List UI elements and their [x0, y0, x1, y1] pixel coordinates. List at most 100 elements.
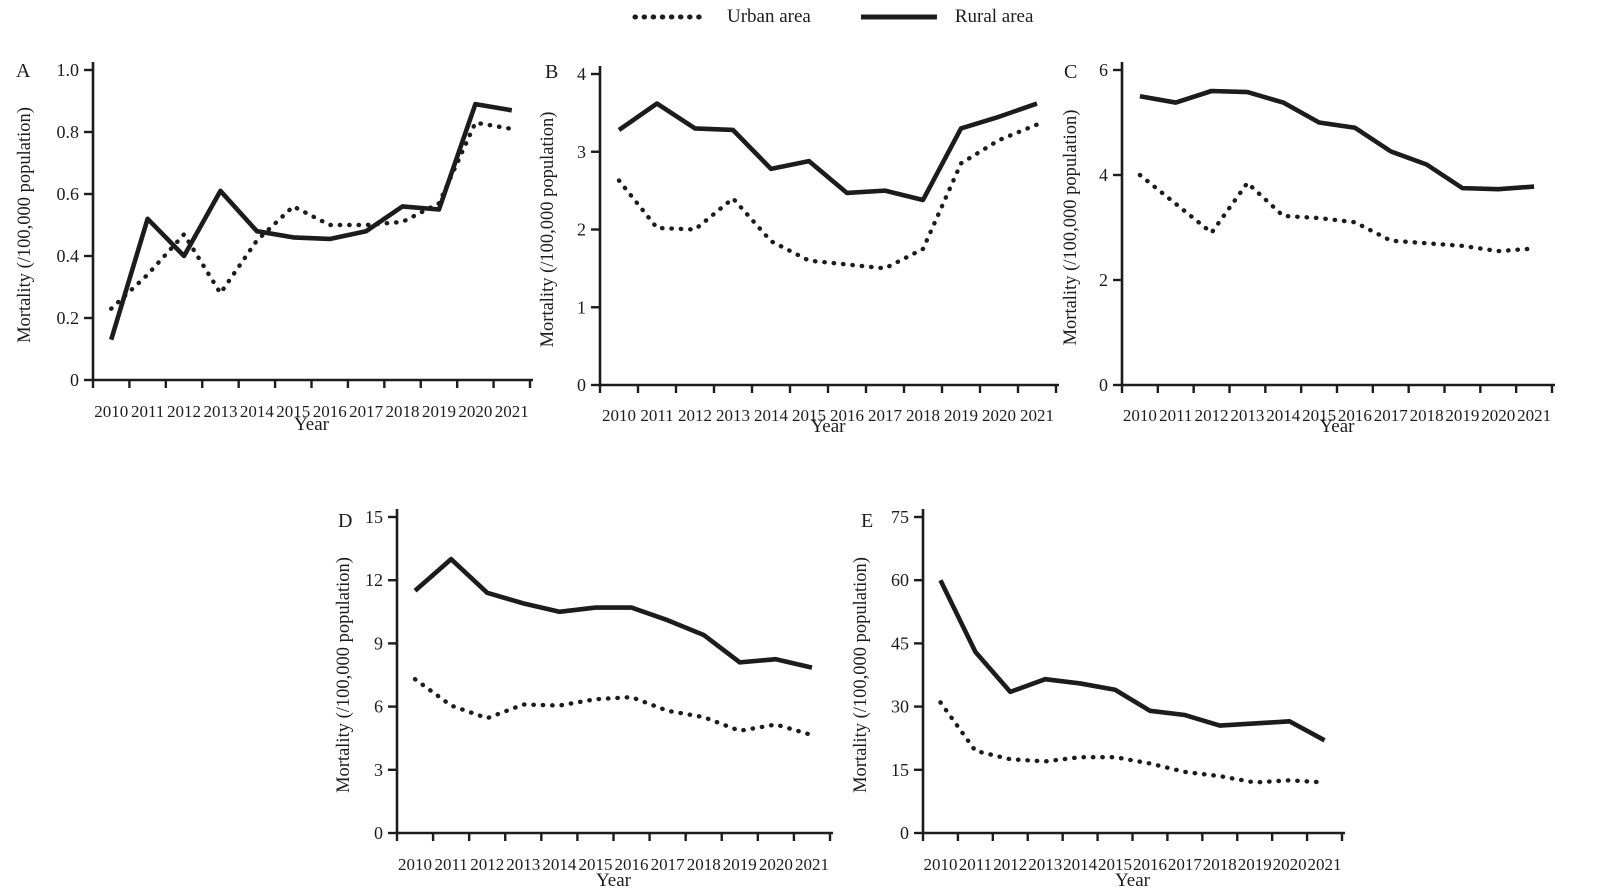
y-tick-label: 2 [1099, 270, 1108, 290]
x-axis-title: Year [596, 870, 632, 891]
x-tick-label: 2014 [542, 855, 577, 874]
x-tick-label: 2017 [349, 402, 384, 421]
x-tick-label: 2021 [1020, 406, 1054, 425]
panel-c-chart: 0 2 4 6 2010 2011 2012 2013 2014 2015 2016 2017 2018… [1061, 60, 1555, 437]
x-tick-label: 2013 [716, 406, 750, 425]
rural-area-series-line [938, 579, 1326, 743]
x-tick-label: 2018 [1410, 406, 1444, 425]
y-tick-label: 0.6 [57, 184, 80, 204]
x-tick-label: 2019 [944, 406, 978, 425]
x-axis-title: Year [810, 416, 846, 437]
y-axis-title: Mortality (/100,000 population) [334, 557, 354, 793]
rural-solid-line-swatch [860, 14, 937, 20]
x-tick-label: 2017 [868, 406, 903, 425]
x-tick-label: 2018 [906, 406, 940, 425]
y-tick-label: 30 [891, 697, 909, 717]
legend: Urban area Rural area [631, 6, 1033, 28]
legend-label-rural: Rural area [954, 6, 1034, 27]
panel-letter: B [545, 61, 558, 83]
y-axis-title: Mortality (/100,000 population) [1061, 110, 1081, 346]
panel-a-chart: 0 0.2 0.4 0.6 0.8 1.0 2010 2011 2012 2013 2014 2015… [15, 60, 533, 435]
urban-area-series-line [938, 700, 1327, 785]
x-tick-label: 2018 [687, 855, 721, 874]
x-tick-label: 2019 [1445, 406, 1479, 425]
panel-letter: D [338, 510, 352, 532]
y-tick-label: 75 [891, 507, 909, 527]
y-tick-label: 4 [1099, 165, 1108, 185]
y-tick-label: 6 [374, 697, 383, 717]
x-tick-label: 2012 [678, 406, 712, 425]
x-tick-label: 2014 [1266, 406, 1301, 425]
panel-d-chart: 0 3 6 9 12 15 2010 2011 2012 2013 2014 2015 2016 2017… [334, 507, 833, 891]
x-tick-label: 2017 [1374, 406, 1409, 425]
x-tick-label: 2011 [131, 402, 164, 421]
axis-lines [91, 62, 533, 382]
rural-area-series-line [109, 101, 513, 341]
urban-area-series-line [109, 120, 514, 311]
y-tick-label: 1.0 [57, 60, 80, 80]
x-tick-label: 2021 [795, 855, 829, 874]
x-tick-label: 2016 [830, 406, 864, 425]
x-tick-label: 2011 [434, 855, 467, 874]
x-tick-label: 2014 [754, 406, 789, 425]
x-tick-label: 2015 [276, 402, 310, 421]
x-tick-label: 2021 [1517, 406, 1551, 425]
x-tick-label: 2015 [1302, 406, 1336, 425]
x-tick-label: 2016 [615, 855, 649, 874]
x-tick-label: 2020 [1481, 406, 1515, 425]
axis-lines [1120, 62, 1555, 387]
urban-area-series-line [616, 122, 1040, 271]
x-tick-label: 2020 [759, 855, 793, 874]
y-tick-label: 15 [891, 760, 909, 780]
legend-item-rural: Rural area [859, 6, 1034, 28]
urban-dotted-line-swatch [632, 14, 710, 20]
x-tick-label: 2015 [578, 855, 612, 874]
y-tick-label: 9 [374, 633, 383, 653]
x-tick-label: 2015 [792, 406, 826, 425]
y-tick-label: 3 [374, 760, 383, 780]
urban-area-series-line [1137, 172, 1537, 254]
x-tick-label: 2017 [651, 855, 686, 874]
x-tick-label: 2013 [203, 402, 237, 421]
y-tick-label: 60 [891, 570, 909, 590]
panel-letter: C [1064, 61, 1077, 83]
y-axis-title: Mortality (/100,000 population) [15, 107, 35, 343]
y-tick-label: 2 [577, 220, 586, 240]
panel-letter: A [16, 60, 31, 82]
x-tick-label: 2012 [470, 855, 504, 874]
x-tick-label: 2016 [313, 402, 347, 421]
x-tick-label: 2013 [1028, 855, 1062, 874]
y-axis-title: Mortality (/100,000 population) [851, 557, 871, 793]
x-tick-label: 2020 [458, 402, 492, 421]
y-tick-label: 0 [374, 823, 383, 843]
y-tick-label: 3 [577, 142, 586, 162]
x-tick-label: 2017 [1168, 855, 1203, 874]
y-tick-label: 0.2 [57, 308, 80, 328]
y-tick-label: 0 [1099, 375, 1108, 395]
axis-lines [921, 509, 1345, 835]
x-tick-label: 2016 [1338, 406, 1372, 425]
x-tick-label: 2020 [982, 406, 1016, 425]
x-tick-label: 2014 [240, 402, 275, 421]
x-axis-title: Year [1115, 870, 1151, 891]
x-tick-label: 2014 [1063, 855, 1098, 874]
x-tick-label: 2013 [1230, 406, 1264, 425]
y-tick-label: 0.8 [57, 122, 80, 142]
y-tick-label: 6 [1099, 60, 1108, 80]
y-tick-label: 0.4 [57, 246, 80, 266]
y-axis-title: Mortality (/100,000 population) [538, 112, 558, 348]
rural-area-series-line [413, 556, 813, 670]
urban-area-series-line [412, 677, 815, 738]
x-tick-label: 2010 [94, 402, 128, 421]
x-tick-label: 2015 [1098, 855, 1132, 874]
x-tick-label: 2012 [993, 855, 1027, 874]
rural-area-series-line [617, 101, 1038, 203]
y-tick-label: 45 [891, 633, 909, 653]
legend-item-urban: Urban area [631, 6, 811, 28]
x-tick-label: 2010 [602, 406, 636, 425]
x-tick-label: 2019 [1238, 855, 1272, 874]
x-tick-label: 2018 [386, 402, 420, 421]
